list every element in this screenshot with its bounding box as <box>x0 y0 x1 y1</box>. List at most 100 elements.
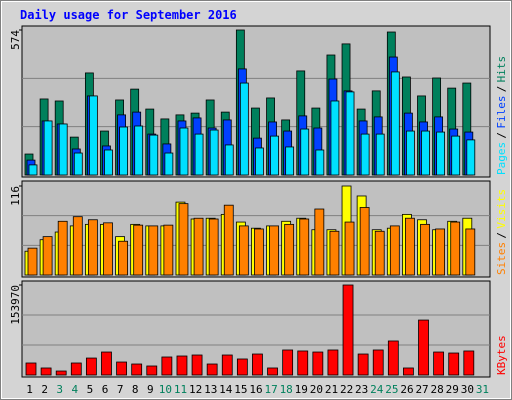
x-tick-label: 8 <box>132 383 139 396</box>
bar <box>224 144 234 176</box>
bar <box>406 130 415 176</box>
bar <box>73 152 83 176</box>
bar <box>161 356 173 376</box>
bar <box>27 247 38 276</box>
legend-entry: Pages <box>495 142 508 175</box>
bar <box>405 217 415 276</box>
bar <box>300 128 310 176</box>
x-tick-label: 24 <box>370 383 384 396</box>
x-tick-label: 16 <box>249 383 262 396</box>
x-tick-label: 1 <box>26 383 33 396</box>
bar <box>433 351 445 376</box>
bar <box>58 123 68 176</box>
x-tick-label: 12 <box>189 383 202 396</box>
x-tick-label: 29 <box>446 383 459 396</box>
bar <box>359 207 370 276</box>
bar <box>208 218 219 276</box>
bar <box>285 146 295 176</box>
bar <box>104 149 113 176</box>
bar <box>254 228 264 276</box>
bar <box>209 129 219 176</box>
bar <box>118 240 128 276</box>
chart-title: Daily usage for September 2016 <box>20 8 237 22</box>
bar <box>387 340 399 376</box>
x-tick-label: 10 <box>159 383 172 396</box>
bar <box>466 139 476 176</box>
x-tick-label: 14 <box>219 383 233 396</box>
bar <box>88 95 98 176</box>
bar <box>43 120 53 176</box>
bar <box>345 91 355 176</box>
bar <box>330 100 340 176</box>
bar <box>25 362 37 376</box>
bar <box>176 355 188 376</box>
bar <box>193 217 204 276</box>
y-tick-label: 116 <box>9 186 22 206</box>
bar <box>164 152 174 176</box>
bar <box>146 365 158 376</box>
legend-entry: Files <box>495 96 508 129</box>
x-tick-label: 6 <box>102 383 109 396</box>
bar <box>223 204 234 276</box>
legend: KBytes <box>495 335 508 375</box>
x-tick-label: 20 <box>310 383 323 396</box>
legend-separator: / <box>495 132 508 139</box>
bar <box>329 230 340 276</box>
bar <box>85 357 97 376</box>
bar <box>269 225 279 276</box>
bar <box>314 208 325 276</box>
x-tick-label: 27 <box>415 383 428 396</box>
x-tick-label: 22 <box>340 383 353 396</box>
x-tick-label: 15 <box>234 383 247 396</box>
x-tick-label: 9 <box>147 383 154 396</box>
bar <box>448 352 460 376</box>
bar <box>360 133 370 176</box>
legend-separator: / <box>495 86 508 93</box>
bar <box>42 236 53 276</box>
x-tick-label: 30 <box>461 383 474 396</box>
x-tick-label: 28 <box>431 383 444 396</box>
bar <box>238 225 249 276</box>
bar <box>255 147 264 176</box>
bar <box>299 218 310 276</box>
x-tick-label: 3 <box>56 383 63 396</box>
legend-entry: Hits <box>495 56 508 83</box>
x-tick-label: 11 <box>174 383 187 396</box>
bar <box>267 367 278 376</box>
bar <box>451 135 461 176</box>
bar <box>390 71 400 176</box>
bar <box>191 354 203 376</box>
x-tick-label: 19 <box>295 383 308 396</box>
bar <box>221 354 233 376</box>
bar <box>421 130 430 176</box>
bar <box>119 126 128 176</box>
bar <box>40 367 52 376</box>
bar <box>72 216 83 276</box>
legend-separator: / <box>495 232 508 239</box>
bar <box>315 149 325 176</box>
bar <box>463 350 475 376</box>
y-tick-label: 153970 <box>9 285 22 325</box>
bar <box>239 82 249 176</box>
bar <box>28 164 38 176</box>
bar <box>436 131 446 176</box>
bar <box>420 223 430 276</box>
x-tick-label: 25 <box>385 383 398 396</box>
bar <box>149 134 159 176</box>
bar <box>101 351 112 376</box>
x-tick-label: 7 <box>117 383 124 396</box>
bar <box>372 349 384 376</box>
bar <box>206 363 218 376</box>
x-tick-label: 4 <box>72 383 79 396</box>
y-tick-label: 574 <box>9 30 22 50</box>
bar <box>178 203 189 276</box>
bar <box>252 353 263 376</box>
legend-entry: Visits <box>495 189 508 229</box>
x-tick-label: 17 <box>264 383 277 396</box>
bar <box>282 349 294 376</box>
bar <box>357 353 369 376</box>
bar <box>375 133 385 176</box>
legend-entry: Sites <box>495 242 508 275</box>
